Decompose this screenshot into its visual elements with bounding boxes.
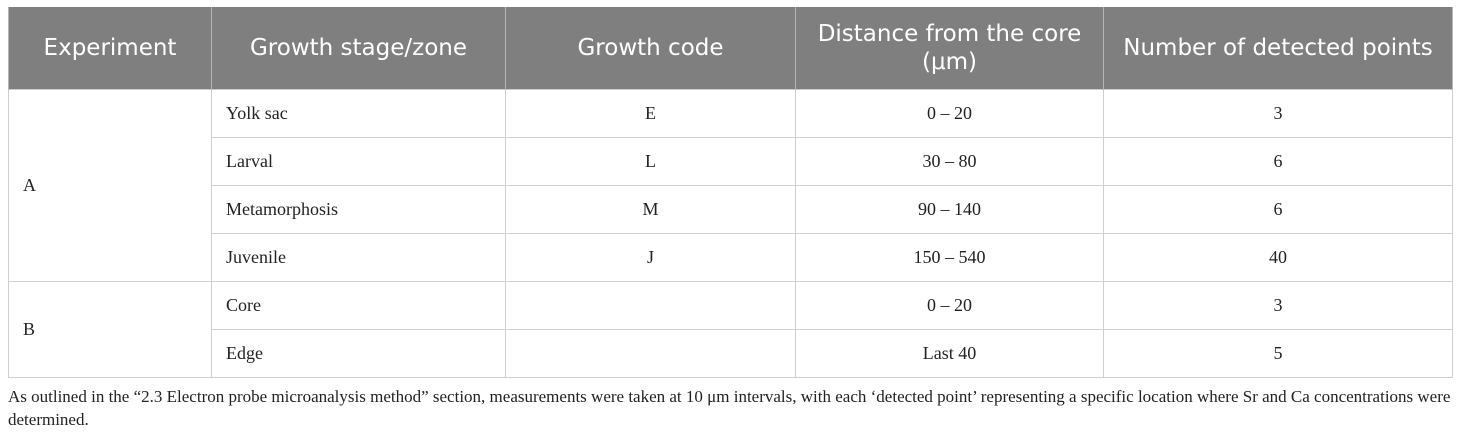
code-cell: E: [505, 88, 796, 138]
code-cell: [505, 328, 796, 378]
stage-cell: Metamorphosis: [211, 184, 506, 234]
growth-stage-table: Experiment Growth stage/zone Growth code…: [8, 7, 1453, 378]
stage-cell: Yolk sac: [211, 88, 506, 138]
stage-cell: Larval: [211, 136, 506, 186]
points-cell: 3: [1103, 280, 1453, 330]
code-cell: L: [505, 136, 796, 186]
code-cell: J: [505, 232, 796, 282]
stage-cell: Core: [211, 280, 506, 330]
points-cell: 5: [1103, 328, 1453, 378]
header-growth-stage: Growth stage/zone: [211, 7, 506, 89]
table-row: Edge Last 40 5: [9, 328, 1453, 378]
distance-cell: 30 – 80: [795, 136, 1104, 186]
stage-cell: Juvenile: [211, 232, 506, 282]
table-row: Larval L 30 – 80 6: [9, 136, 1453, 186]
experiment-cell: B: [8, 280, 212, 378]
code-cell: [505, 280, 796, 330]
table-row: A Yolk sac E 0 – 20 3: [8, 88, 1453, 282]
table-row: Metamorphosis M 90 – 140 6: [9, 184, 1453, 234]
header-experiment: Experiment: [8, 7, 212, 89]
code-cell: M: [505, 184, 796, 234]
distance-cell: 150 – 540: [795, 232, 1104, 282]
distance-cell: 0 – 20: [795, 88, 1104, 138]
table-row: Juvenile J 150 – 540 40: [9, 232, 1453, 282]
points-cell: 6: [1103, 184, 1453, 234]
experiment-cell: A: [8, 88, 212, 282]
header-distance: Distance from the core (μm): [795, 7, 1104, 89]
table-footnote: As outlined in the “2.3 Electron probe m…: [8, 387, 1451, 429]
table-header-row: Experiment Growth stage/zone Growth code…: [8, 7, 1453, 89]
distance-cell: Last 40: [795, 328, 1104, 378]
header-growth-code: Growth code: [505, 7, 796, 89]
distance-cell: 90 – 140: [795, 184, 1104, 234]
points-cell: 40: [1103, 232, 1453, 282]
data-table-container: Experiment Growth stage/zone Growth code…: [8, 7, 1453, 378]
header-detected-points: Number of detected points: [1103, 7, 1453, 89]
stage-cell: Edge: [211, 328, 506, 378]
points-cell: 3: [1103, 88, 1453, 138]
table-row: B Core 0 – 20 3: [8, 280, 1453, 378]
points-cell: 6: [1103, 136, 1453, 186]
distance-cell: 0 – 20: [795, 280, 1104, 330]
